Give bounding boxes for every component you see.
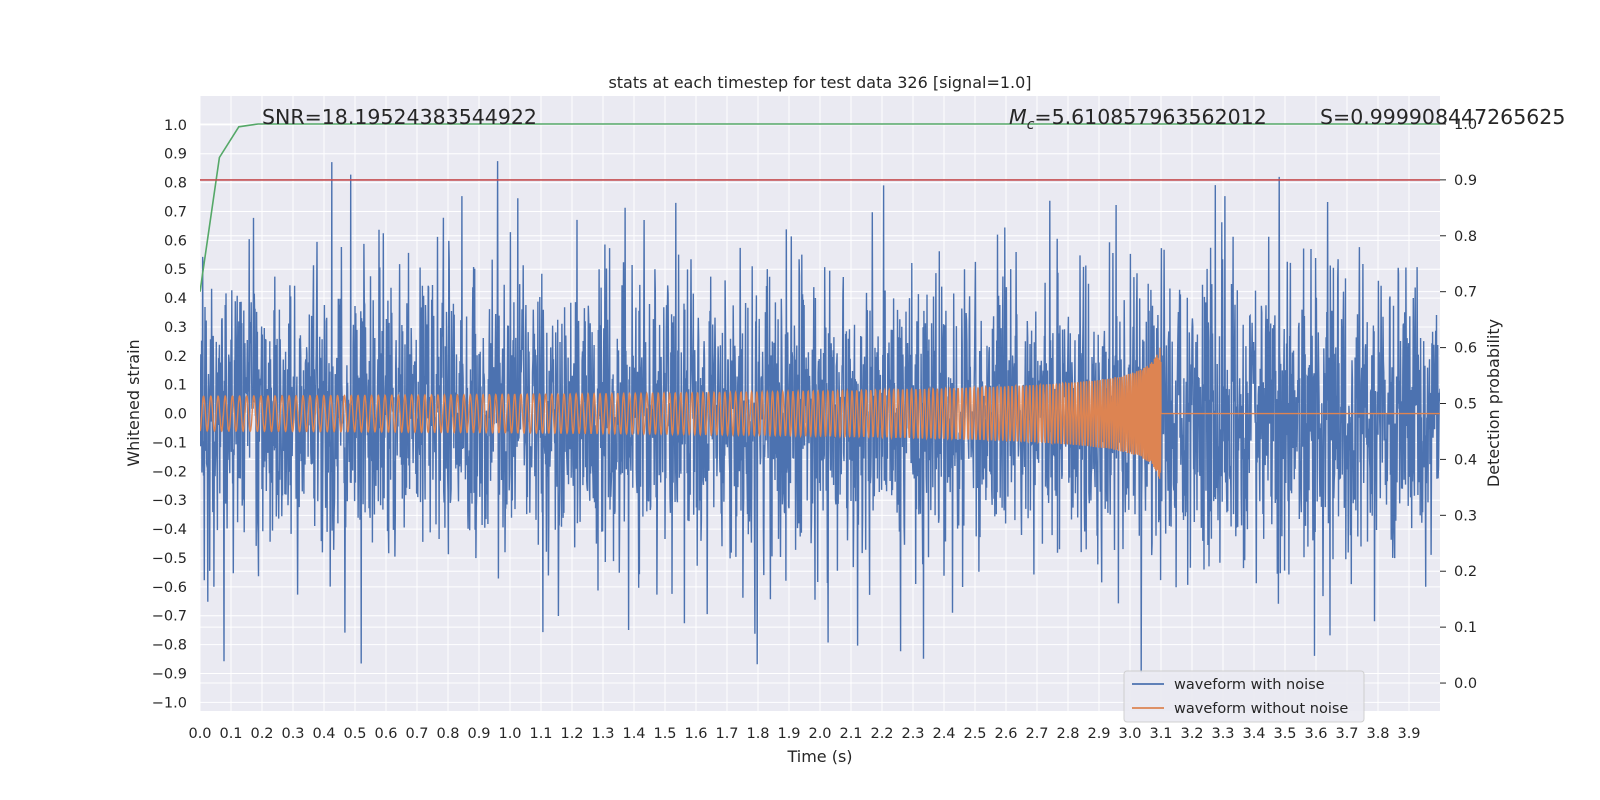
chirp-mass-value: =5.610857963562012	[1034, 105, 1266, 129]
y-tick-label-left: −0.3	[152, 493, 187, 509]
x-tick-label: 3.9	[1397, 726, 1420, 742]
y-tick-label-left: −0.5	[152, 551, 187, 567]
chirp-mass-subscript: c	[1027, 117, 1035, 133]
y-tick-label-left: −0.2	[152, 464, 187, 480]
y-tick-label-right: 0.4	[1454, 452, 1477, 468]
y-tick-label-left: 0.8	[164, 176, 187, 192]
y-tick-label-left: 0.1	[164, 378, 187, 394]
x-tick-label: 1.5	[653, 726, 676, 742]
x-tick-label: 3.6	[1304, 726, 1327, 742]
x-tick-label: 1.3	[591, 726, 614, 742]
x-tick-label: 3.1	[1149, 726, 1172, 742]
y-axis-left: 1.0 0.9 0.8 0.7 0.6 0.5 0.4 0.3 0.2 0.1 0.0 −0.1 −0.…	[152, 118, 187, 711]
x-tick-label: 3.8	[1366, 726, 1389, 742]
x-tick-label: 2.8	[1056, 726, 1079, 742]
x-tick-label: 3.7	[1335, 726, 1358, 742]
x-tick-label: 0.7	[405, 726, 428, 742]
y-tick-label-left: −0.7	[152, 609, 187, 625]
x-tick-label: 2.6	[994, 726, 1017, 742]
x-tick-label: 2.5	[963, 726, 986, 742]
legend: waveform with noise waveform without noi…	[1123, 670, 1365, 723]
y-axis-label-right: Detection probability	[1484, 319, 1503, 487]
y-tick-label-left: −1.0	[152, 695, 187, 711]
series-layer	[200, 123, 1440, 673]
y-tick-label-left: −0.4	[152, 522, 187, 538]
x-tick-label: 3.0	[1118, 726, 1141, 742]
x-tick-label: 1.1	[529, 726, 552, 742]
y-tick-label-right: 0.9	[1454, 173, 1477, 189]
x-tick-label: 3.5	[1273, 726, 1296, 742]
y-tick-label-left: 1.0	[164, 118, 187, 134]
x-tick-label: 2.4	[932, 726, 955, 742]
plot-content	[200, 123, 1440, 673]
y-tick-label-left: 0.5	[164, 262, 187, 278]
x-tick-label: 1.7	[715, 726, 738, 742]
y-axis-right: 1.0 0.9 0.8 0.7 0.6 0.5 0.4 0.3 0.2 0.1 0.0	[1440, 117, 1477, 692]
x-tick-label: 0.6	[374, 726, 397, 742]
snr-annotation: SNR=18.19524383544922	[262, 105, 537, 129]
y-tick-label-left: 0.7	[164, 204, 187, 220]
x-tick-label: 3.4	[1242, 726, 1265, 742]
y-tick-label-left: −0.8	[152, 638, 187, 654]
x-tick-label: 1.0	[498, 726, 521, 742]
y-axis-label-left: Whitened strain	[124, 339, 143, 466]
chirp-mass-annotation: Mc=5.610857963562012	[1009, 105, 1267, 133]
y-tick-label-left: −0.6	[152, 580, 187, 596]
x-axis-label: Time (s)	[786, 747, 852, 766]
x-tick-label: 0.9	[467, 726, 490, 742]
y-tick-label-right: 0.6	[1454, 341, 1477, 357]
x-tick-label: 0.5	[343, 726, 366, 742]
x-tick-label: 1.9	[777, 726, 800, 742]
chart-title: stats at each timestep for test data 326…	[608, 73, 1031, 92]
chirp-mass-symbol: M	[1009, 105, 1027, 129]
x-tick-label: 2.0	[808, 726, 831, 742]
y-tick-label-left: 0.9	[164, 147, 187, 163]
x-tick-label: 0.3	[281, 726, 304, 742]
y-tick-label-left: −0.9	[152, 666, 187, 682]
legend-label-clean: waveform without noise	[1174, 701, 1348, 717]
x-tick-label: 0.2	[250, 726, 273, 742]
x-axis: 0.0 0.1 0.2 0.3 0.4 0.5 0.6 0.7 0.8 0.9 1.0 1.1 1.2 1…	[188, 726, 1420, 742]
x-tick-label: 2.7	[1025, 726, 1048, 742]
legend-label-noise: waveform with noise	[1174, 677, 1325, 693]
x-tick-label: 0.8	[436, 726, 459, 742]
x-tick-label: 0.4	[312, 726, 335, 742]
series-waveform-without-noise	[200, 347, 1440, 479]
x-tick-label: 2.2	[870, 726, 893, 742]
y-tick-label-right: 0.1	[1454, 620, 1477, 636]
y-tick-label-left: 0.6	[164, 233, 187, 249]
y-tick-label-left: 0.3	[164, 320, 187, 336]
x-tick-label: 2.3	[901, 726, 924, 742]
y-tick-label-right: 0.2	[1454, 564, 1477, 580]
x-tick-label: 1.6	[684, 726, 707, 742]
x-tick-label: 2.1	[839, 726, 862, 742]
s-annotation: S=0.999908447265625	[1320, 105, 1565, 129]
x-tick-label: 0.0	[188, 726, 211, 742]
y-tick-label-left: 0.4	[164, 291, 187, 307]
x-tick-label: 2.9	[1087, 726, 1110, 742]
x-tick-label: 1.4	[622, 726, 645, 742]
x-tick-label: 1.8	[746, 726, 769, 742]
y-tick-label-left: 0.2	[164, 349, 187, 365]
y-tick-label-right: 0.7	[1454, 285, 1477, 301]
y-tick-label-left: −0.1	[152, 435, 187, 451]
y-tick-label-right: 0.5	[1454, 397, 1477, 413]
y-tick-label-left: 0.0	[164, 407, 187, 423]
y-tick-label-right: 1.0	[1454, 117, 1477, 133]
x-tick-label: 0.1	[219, 726, 242, 742]
x-tick-label: 3.2	[1180, 726, 1203, 742]
x-tick-label: 1.2	[560, 726, 583, 742]
y-tick-label-right: 0.3	[1454, 508, 1477, 524]
x-tick-label: 3.3	[1211, 726, 1234, 742]
legend-box	[1123, 670, 1365, 723]
y-tick-label-right: 0.8	[1454, 229, 1477, 245]
y-tick-label-right: 0.0	[1454, 676, 1477, 692]
series-waveform-with-noise	[200, 161, 1440, 673]
